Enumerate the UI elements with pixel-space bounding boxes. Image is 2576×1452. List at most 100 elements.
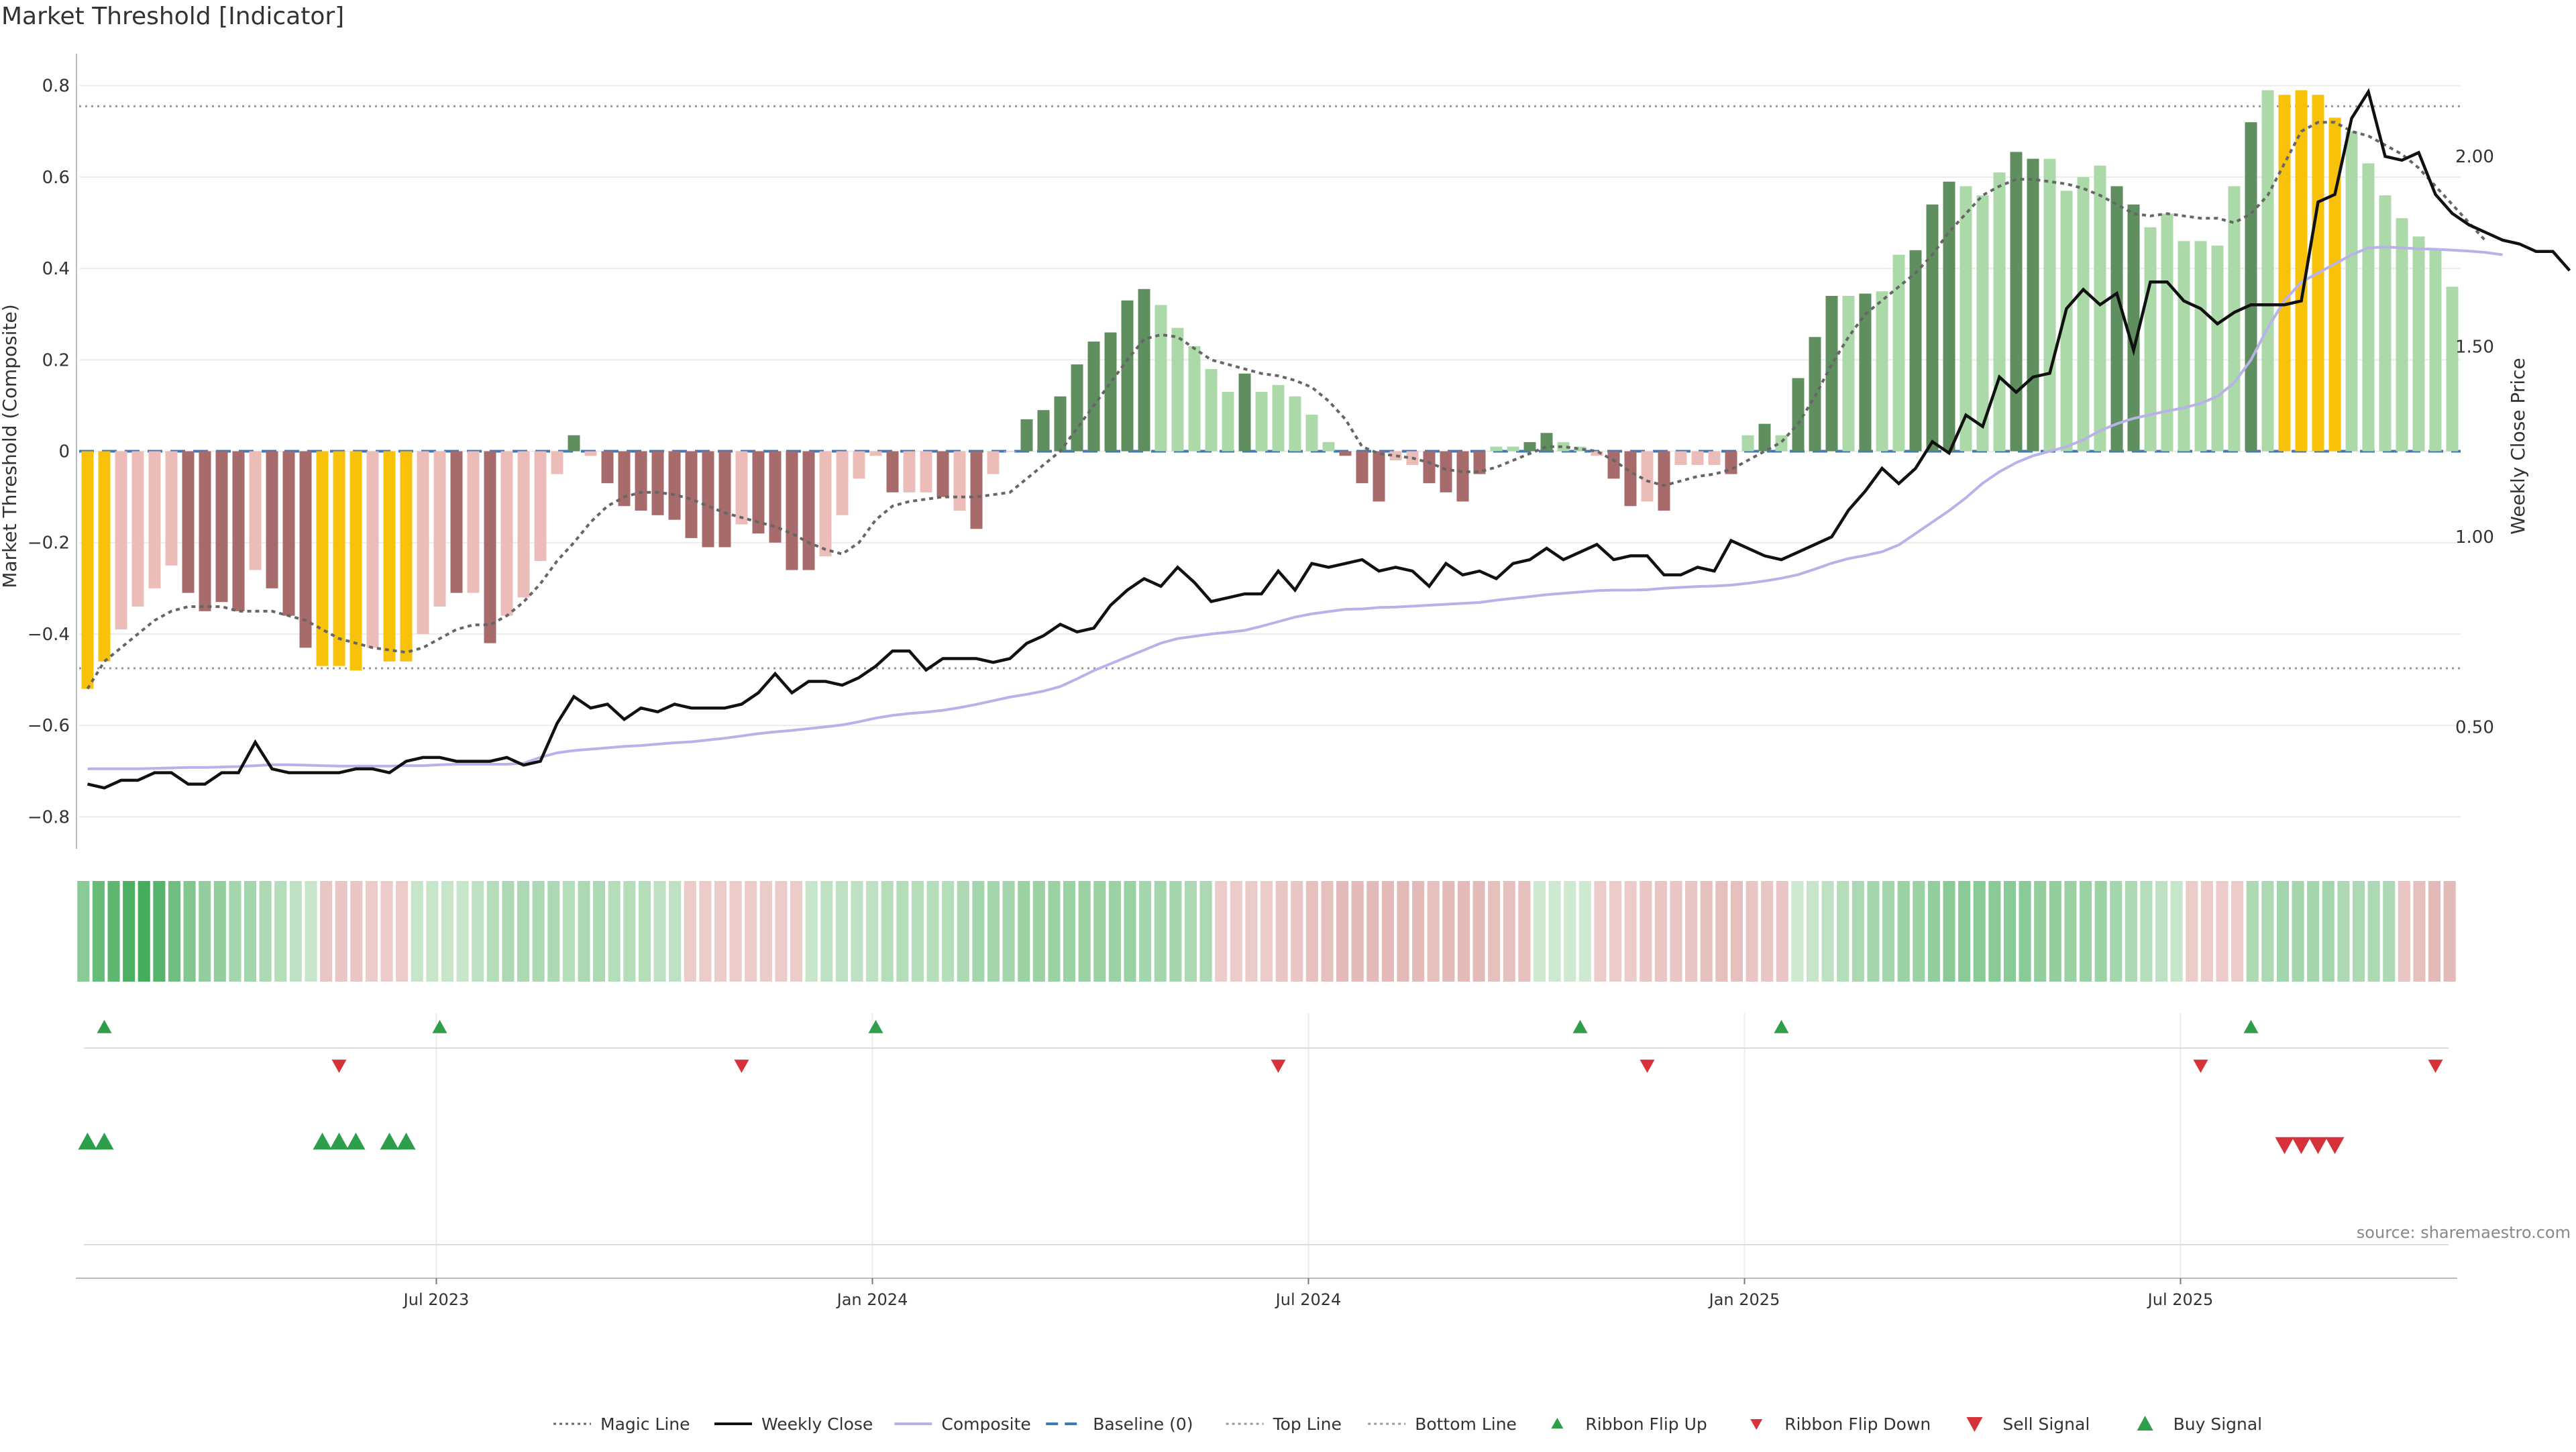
- ribbon-cell: [244, 881, 257, 982]
- ribbon-cell: [1169, 881, 1182, 982]
- ribbon-cell: [714, 881, 727, 982]
- ribbon-cell: [1018, 881, 1030, 982]
- y-tick-label: −0.4: [28, 625, 70, 645]
- ribbon-cell: [1594, 881, 1607, 982]
- sell-signal-marker: [2325, 1137, 2345, 1154]
- composite-bar: [450, 451, 463, 593]
- ribbon-cell: [2261, 881, 2274, 982]
- ribbon-cell: [274, 881, 287, 982]
- y-tick-label: 0: [58, 442, 70, 462]
- composite-bar: [836, 451, 849, 515]
- ribbon-cell: [1882, 881, 1895, 982]
- ribbon-cell: [517, 881, 530, 982]
- composite-bar: [484, 451, 496, 643]
- ribbon-cell: [320, 881, 333, 982]
- composite-bar: [98, 451, 111, 662]
- composite-bar: [2027, 158, 2039, 452]
- x-tick-label: Jul 2024: [1275, 1290, 1342, 1309]
- legend-label: Baseline (0): [1093, 1414, 1193, 1434]
- composite-bar: [970, 451, 983, 529]
- composite-bar: [953, 451, 966, 511]
- composite-bar: [1255, 391, 1268, 452]
- ribbon-cell: [790, 881, 803, 982]
- composite-bar: [1741, 435, 1754, 452]
- ribbon-flip-down-marker: [2193, 1059, 2208, 1073]
- legend-label: Ribbon Flip Up: [1585, 1414, 1707, 1434]
- ribbon-cell: [2019, 881, 2031, 982]
- ribbon-flip-up-marker: [1572, 1020, 1588, 1033]
- ribbon-cell: [1488, 881, 1501, 982]
- source-note: source: sharemaestro.com: [2357, 1223, 2571, 1242]
- ribbon-cell: [547, 881, 560, 982]
- series-lines: [86, 88, 2571, 790]
- composite-bar: [2010, 152, 2023, 452]
- ribbon-cell: [2186, 881, 2198, 982]
- ribbon-cell: [1457, 881, 1470, 982]
- y-tick-label: −0.6: [28, 716, 70, 736]
- composite-bar: [2245, 122, 2257, 452]
- composite-bar: [1020, 419, 1033, 452]
- y-tick-label: −0.2: [28, 533, 70, 554]
- composite-bar: [1658, 451, 1670, 511]
- ribbon-cell: [532, 881, 545, 982]
- ribbon-cell: [396, 881, 409, 982]
- buy-signal-marker: [95, 1133, 114, 1150]
- x-tick-label: Jan 2024: [836, 1290, 908, 1309]
- ribbon-cell: [2079, 881, 2092, 982]
- composite-bar: [182, 451, 195, 593]
- ribbon-cell: [1837, 881, 1849, 982]
- composite-bar: [517, 451, 530, 598]
- composite-bar: [635, 451, 647, 511]
- composite-bar: [987, 451, 1000, 474]
- ribbon-flip-down-marker: [1640, 1059, 1655, 1073]
- ribbon-cell: [669, 881, 682, 982]
- buy-signal-marker: [346, 1133, 366, 1150]
- composite-bar: [735, 451, 748, 525]
- ribbon-cell: [926, 881, 939, 982]
- ribbon-cell: [259, 881, 272, 982]
- buy-signal-marker: [313, 1133, 332, 1150]
- ribbon-cell: [1199, 881, 1212, 982]
- composite-bar: [1591, 451, 1603, 456]
- ribbon-cell: [2428, 881, 2441, 982]
- composite-bar: [1926, 204, 1939, 452]
- composite-bar: [2396, 218, 2408, 452]
- composite-bar: [1121, 300, 1134, 452]
- ribbon-cell: [199, 881, 211, 982]
- composite-bar: [1842, 295, 1855, 452]
- ribbon-cell: [153, 881, 166, 982]
- ribbon-cell: [2443, 881, 2456, 982]
- ribbon-cell: [2413, 881, 2426, 982]
- ribbon-cell: [1154, 881, 1167, 982]
- ribbon-cell: [1943, 881, 1955, 982]
- legend-item: Composite: [894, 1414, 1031, 1434]
- ribbon-cell: [2322, 881, 2334, 982]
- ribbon-cell: [2383, 881, 2396, 982]
- composite-bar: [232, 451, 245, 611]
- y2-tick-label: 1.00: [2455, 527, 2494, 548]
- ribbon-cell: [1851, 881, 1864, 982]
- ribbon-strip: [77, 881, 2456, 982]
- composite-bar: [2043, 158, 2056, 452]
- ribbon-cell: [1427, 881, 1440, 982]
- ribbon-cell: [1032, 881, 1045, 982]
- ribbon-cell: [2292, 881, 2304, 982]
- composite-bar: [2328, 117, 2341, 452]
- legend-swatch: [1750, 1419, 1763, 1430]
- ribbon-cell: [638, 881, 651, 982]
- composite-bar: [316, 451, 329, 666]
- composite-bar: [1339, 451, 1352, 456]
- ribbon-cell: [1442, 881, 1455, 982]
- ribbon-cell: [1670, 881, 1682, 982]
- legend-label: Magic Line: [600, 1414, 690, 1434]
- composite-bar: [1674, 451, 1687, 465]
- ribbon-cell: [183, 881, 196, 982]
- composite-bar: [2362, 163, 2375, 452]
- ribbon-cell: [2307, 881, 2320, 982]
- ribbon-cell: [562, 881, 575, 982]
- ribbon-cell: [1973, 881, 1986, 982]
- composite-bar: [1892, 254, 1905, 452]
- ribbon-flip-down-marker: [1271, 1059, 1286, 1073]
- ribbon-cell: [851, 881, 863, 982]
- y2-tick-label: 2.00: [2455, 147, 2494, 167]
